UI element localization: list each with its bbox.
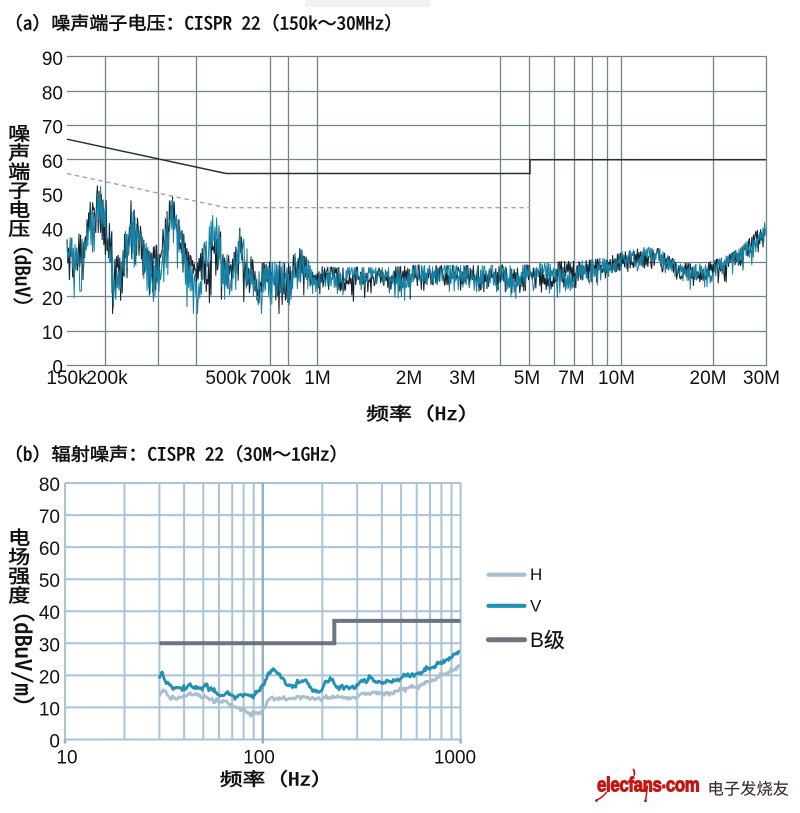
svg-text:20M: 20M — [690, 368, 727, 389]
svg-text:B: B — [530, 629, 544, 652]
svg-text:60: 60 — [39, 539, 60, 560]
svg-text:150k: 150k — [46, 368, 88, 389]
svg-text:10: 10 — [56, 748, 77, 769]
svg-text:70: 70 — [42, 118, 63, 139]
svg-text:H: H — [530, 565, 542, 584]
svg-text:10: 10 — [42, 323, 63, 344]
svg-text:50: 50 — [42, 186, 63, 207]
svg-text:30M: 30M — [743, 368, 780, 389]
svg-text:500k: 500k — [205, 368, 247, 389]
svg-text:0: 0 — [49, 732, 60, 753]
svg-text:200k: 200k — [86, 368, 128, 389]
svg-text:80: 80 — [39, 475, 60, 496]
svg-text:60: 60 — [42, 152, 63, 173]
svg-text:20: 20 — [42, 289, 63, 310]
svg-text:70: 70 — [39, 507, 60, 528]
svg-text:30: 30 — [42, 255, 63, 276]
svg-text:20: 20 — [39, 667, 60, 688]
svg-text:30: 30 — [39, 635, 60, 656]
svg-text:V: V — [530, 597, 542, 616]
svg-text:1000: 1000 — [434, 748, 476, 769]
svg-text:elecfans.com: elecfans.com — [597, 770, 699, 796]
svg-text:40: 40 — [42, 220, 63, 241]
svg-text:10: 10 — [39, 699, 60, 720]
svg-text:0: 0 — [52, 357, 63, 378]
svg-text:5M: 5M — [514, 368, 540, 389]
svg-text:1M: 1M — [304, 368, 330, 389]
svg-text:40: 40 — [39, 603, 60, 624]
svg-text:80: 80 — [42, 83, 63, 104]
svg-text:2M: 2M — [396, 368, 422, 389]
svg-text:50: 50 — [39, 571, 60, 592]
svg-text:3M: 3M — [449, 368, 475, 389]
svg-text:90: 90 — [42, 49, 63, 70]
svg-text:100: 100 — [243, 748, 275, 769]
svg-text:10M: 10M — [598, 368, 635, 389]
svg-text:700k: 700k — [250, 368, 292, 389]
svg-text:7M: 7M — [558, 368, 584, 389]
